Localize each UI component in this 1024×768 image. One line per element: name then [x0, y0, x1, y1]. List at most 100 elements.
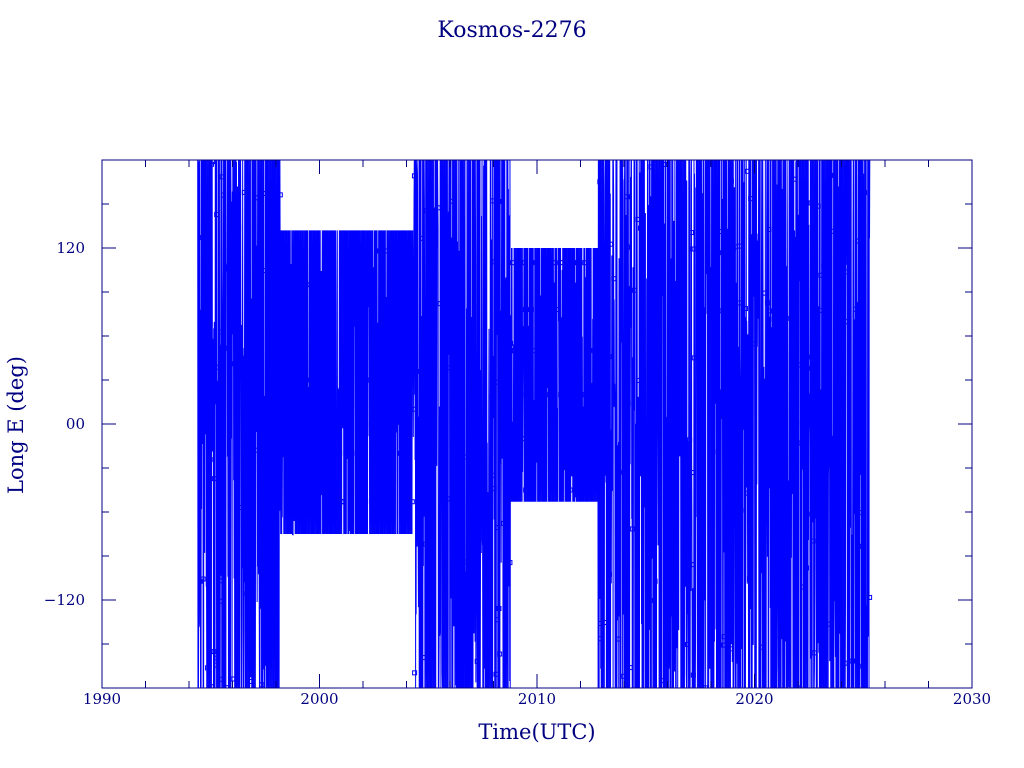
- series-marker: [204, 427, 210, 433]
- series-marker: [737, 300, 743, 306]
- series-marker: [661, 162, 667, 168]
- series-marker: [582, 260, 588, 266]
- series-marker: [645, 450, 651, 456]
- series-marker: [587, 392, 593, 398]
- series-marker: [453, 440, 459, 446]
- series-marker: [809, 354, 815, 360]
- series-marker: [808, 200, 814, 206]
- series-marker: [647, 344, 653, 350]
- series-marker: [548, 307, 554, 313]
- series-marker: [732, 287, 738, 293]
- series-marker: [457, 468, 463, 474]
- series-marker: [780, 526, 786, 532]
- series-marker: [358, 450, 364, 456]
- series-marker: [759, 644, 765, 650]
- series-marker: [265, 349, 271, 355]
- series-marker: [468, 329, 474, 335]
- series-marker: [236, 225, 242, 231]
- series-marker: [778, 513, 784, 519]
- x-tick-labels: 1990 2000 2010 2020 2030: [83, 690, 991, 708]
- series-marker: [393, 248, 399, 254]
- series-marker: [843, 269, 849, 275]
- series-marker: [675, 322, 681, 328]
- series-marker: [794, 420, 800, 426]
- series-marker: [253, 447, 259, 453]
- series-marker: [624, 194, 630, 200]
- series-marker: [300, 248, 306, 254]
- series-marker: [518, 392, 524, 398]
- series-marker: [818, 272, 824, 278]
- series-marker: [363, 499, 369, 505]
- x-tick-label: 1990: [83, 690, 121, 708]
- series-marker: [337, 450, 343, 456]
- series-marker: [445, 496, 451, 502]
- series-marker: [676, 284, 682, 290]
- series-marker: [745, 490, 751, 496]
- series-marker: [409, 248, 415, 254]
- series-marker: [862, 190, 868, 196]
- series-marker: [857, 510, 863, 516]
- series-marker: [381, 377, 387, 383]
- series-marker: [399, 499, 405, 505]
- series-marker: [578, 392, 584, 398]
- series-marker: [201, 382, 207, 388]
- series-marker: [500, 366, 506, 372]
- series-marker: [509, 487, 515, 493]
- series-marker: [831, 228, 837, 234]
- series-marker: [596, 254, 602, 260]
- series-marker: [453, 581, 459, 587]
- series-marker: [416, 455, 422, 461]
- series-marker: [775, 235, 781, 241]
- series-marker: [455, 390, 461, 396]
- series-marker: [559, 260, 565, 266]
- series-marker: [552, 260, 558, 266]
- series-marker: [639, 444, 645, 450]
- series-marker: [738, 396, 744, 402]
- series-marker: [800, 584, 806, 590]
- series-marker: [217, 460, 223, 466]
- series-marker: [263, 191, 269, 197]
- series-marker: [792, 176, 798, 182]
- series-marker: [718, 229, 724, 235]
- x-tick-label: 2000: [300, 690, 338, 708]
- series-marker: [456, 336, 462, 342]
- series-marker: [214, 655, 220, 661]
- series-marker: [843, 259, 849, 265]
- series-marker: [356, 248, 362, 254]
- series-marker: [444, 315, 450, 321]
- series-marker: [520, 260, 526, 266]
- series-marker: [512, 348, 517, 354]
- series-marker: [668, 561, 674, 567]
- series-marker: [357, 340, 363, 346]
- series-marker: [677, 262, 683, 268]
- series-marker: [765, 300, 771, 306]
- series-marker: [767, 308, 773, 314]
- series-marker: [721, 634, 727, 640]
- y-tick-label: 120: [56, 239, 85, 257]
- series-marker: [533, 436, 539, 442]
- series-marker: [803, 565, 809, 571]
- series-marker: [585, 436, 591, 442]
- series-marker: [437, 301, 443, 307]
- series-marker: [793, 556, 799, 562]
- series-marker: [304, 377, 310, 383]
- series-marker: [860, 250, 866, 256]
- series-marker: [631, 287, 637, 293]
- series-marker: [215, 364, 221, 370]
- series-marker: [208, 684, 214, 688]
- series-marker: [531, 348, 537, 354]
- series-marker: [712, 381, 718, 387]
- series-marker: [562, 436, 568, 442]
- series-marker: [687, 437, 693, 443]
- series-marker: [201, 390, 207, 396]
- series-marker: [209, 161, 215, 167]
- series-marker: [571, 260, 577, 266]
- series-marker: [669, 330, 675, 336]
- series-marker: [729, 373, 735, 379]
- series-marker: [815, 203, 821, 209]
- series-marker: [210, 385, 216, 391]
- series-marker: [370, 450, 376, 456]
- series-marker: [774, 259, 780, 265]
- series-marker: [359, 421, 365, 427]
- series-marker: [823, 532, 829, 538]
